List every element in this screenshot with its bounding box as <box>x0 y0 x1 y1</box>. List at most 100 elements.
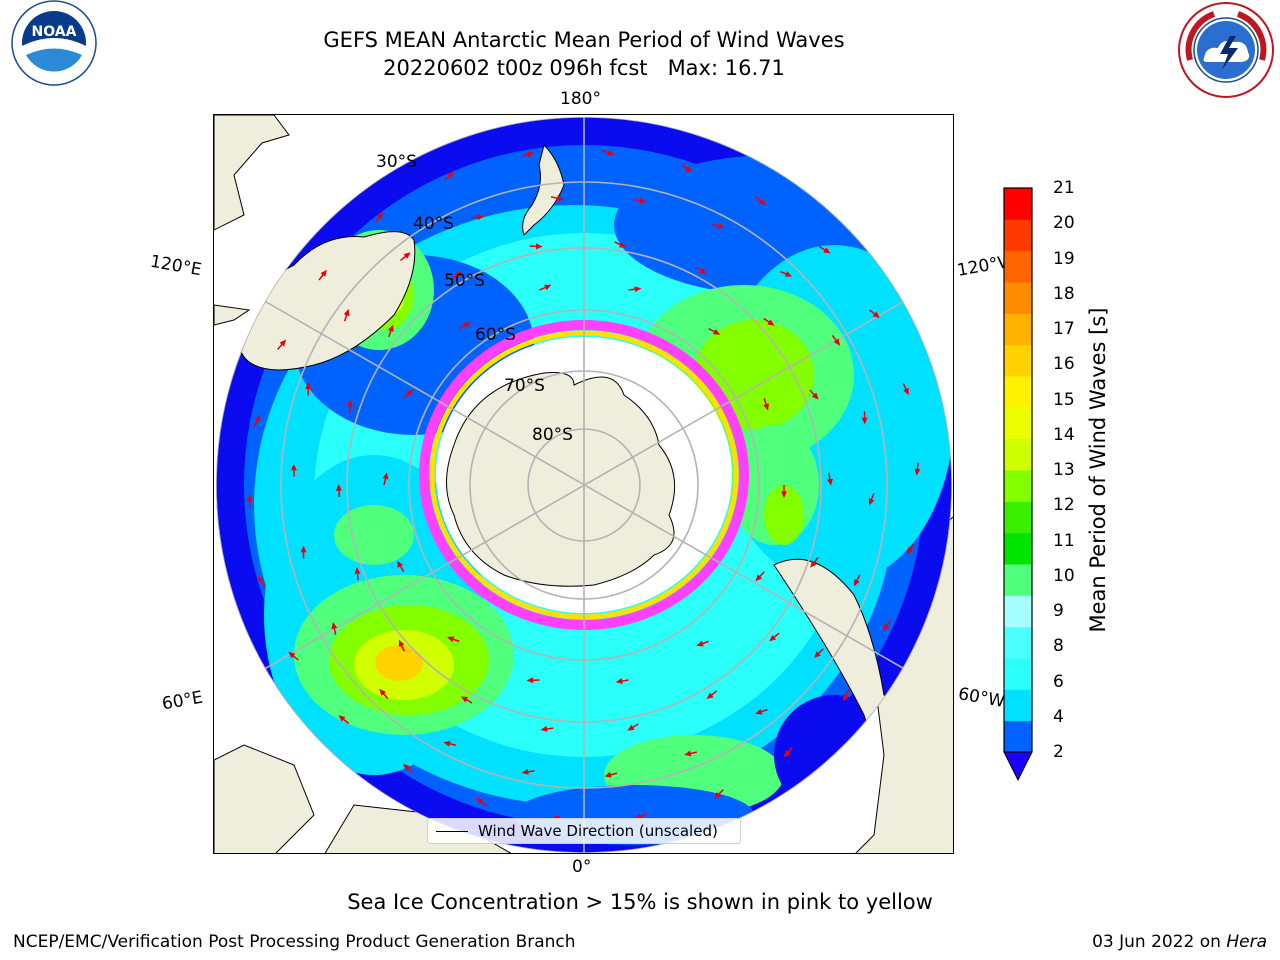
wave-arrow-head <box>755 574 763 582</box>
wave-arrow-head <box>343 308 350 317</box>
colorbar-cell <box>1004 720 1032 753</box>
wave-arrow-head <box>305 382 312 390</box>
wave-arrow-head <box>634 286 642 293</box>
wave-arrow-head <box>696 640 704 647</box>
wave-arrow-head <box>907 547 914 555</box>
wave-arrow-head <box>685 165 693 173</box>
wave-arrow-head <box>447 636 455 643</box>
wave-arrow-head <box>607 149 615 156</box>
polar-map <box>214 115 953 853</box>
wave-arrow-head <box>477 214 485 221</box>
wave-arrow-head <box>714 791 721 799</box>
colorbar-cell <box>1004 219 1032 252</box>
wave-arrow-head <box>475 797 484 805</box>
footer-machine: Hera <box>1226 932 1267 952</box>
colorbar-tick-label: 14 <box>1053 424 1075 445</box>
wave-arrow-head <box>627 724 635 731</box>
wave-arrow-head <box>331 621 338 630</box>
wave-arrow-head <box>279 339 287 347</box>
wave-arrow-head <box>463 322 471 329</box>
map-panel <box>213 114 954 854</box>
colorbar-tick-label: 10 <box>1053 565 1075 586</box>
wave-arrow-head <box>861 417 868 425</box>
wave-arrow-head <box>784 271 793 277</box>
wave-arrow-head <box>872 311 880 319</box>
colorbar-tick-label: 16 <box>1053 354 1075 375</box>
footer-date-text: 03 Jun 2022 on <box>1092 932 1227 952</box>
colorbar-tick-label: 9 <box>1053 601 1064 621</box>
wave-arrow-head <box>823 247 831 254</box>
wave-arrow-head <box>335 484 342 491</box>
wave-arrow-head <box>527 151 535 158</box>
wave-arrow-head <box>544 284 552 291</box>
colorbar-cell <box>1004 313 1032 346</box>
wave-arrow-head <box>706 692 714 700</box>
wave-arrow-head <box>354 567 361 574</box>
lon-label-left-lower: 60°E <box>160 687 205 715</box>
colorbar-tick-label: 11 <box>1053 530 1075 551</box>
lat-label-30s: 30°S <box>376 152 417 172</box>
colorbar <box>1003 187 1033 782</box>
wave-arrow-head <box>290 463 297 471</box>
wave-arrow-head <box>379 688 386 696</box>
wave-arrow-head <box>826 478 833 486</box>
wave-arrow-head <box>634 813 642 820</box>
colorbar-tick-label: 21 <box>1053 178 1075 198</box>
colorbar-cell <box>1004 344 1032 377</box>
wave-arrow-head <box>712 328 721 335</box>
colorbar-tick-label: 12 <box>1053 495 1075 516</box>
colorbar-cell <box>1004 438 1032 471</box>
wave-arrow-head <box>254 415 261 423</box>
wave-arrow-head <box>854 579 860 587</box>
wave-arrow-head <box>604 771 612 778</box>
wave-arrow-head <box>717 223 725 229</box>
lon-label-left-upper: 120°E <box>148 251 204 281</box>
colorbar-cell <box>1004 532 1032 565</box>
wave-arrow-head <box>346 399 353 407</box>
wind-wave-arrows <box>246 149 921 822</box>
wave-arrow-head <box>833 338 841 346</box>
wave-arrow-head <box>556 195 564 202</box>
wave-arrow-head <box>769 634 777 642</box>
colorbar-tick-label: 20 <box>1053 213 1075 234</box>
wave-arrow-head <box>443 740 451 747</box>
lat-label-70s: 70°S <box>504 376 545 396</box>
wave-arrow-head <box>338 715 346 722</box>
wave-arrow-head <box>454 271 462 278</box>
wave-arrow-head <box>403 252 411 259</box>
wave-arrow-head <box>398 639 405 647</box>
chart-subtitle: 20220602 t00z 096h fcst Max: 16.71 <box>383 56 785 80</box>
wave-arrow-head <box>842 694 849 702</box>
wave-arrow-head <box>521 768 529 775</box>
footer-date: 03 Jun 2022 on Hera <box>1092 932 1267 952</box>
wave-arrow-head <box>903 387 909 396</box>
colorbar-label: Mean Period of Wind Waves [s] <box>1086 307 1110 633</box>
footer-credit: NCEP/EMC/Verification Post Processing Pr… <box>13 932 576 952</box>
wave-arrow-head <box>883 624 890 632</box>
wave-arrow-head <box>526 677 534 684</box>
wave-arrow-head <box>814 651 821 658</box>
lat-label-40s: 40°S <box>413 214 454 234</box>
colorbar-tick-label: 6 <box>1053 671 1064 692</box>
wave-arrow-head <box>376 211 384 220</box>
lon-label-top: 180° <box>560 89 601 109</box>
wave-arrow-head <box>639 197 647 204</box>
wave-arrow-head <box>914 468 921 476</box>
wave-arrow-head <box>382 472 389 480</box>
chart-title: GEFS MEAN Antarctic Mean Period of Wind … <box>323 28 845 52</box>
wave-arrow-head <box>758 198 767 205</box>
wave-arrow-head <box>767 319 775 326</box>
wave-arrow-head <box>810 560 817 568</box>
wave-arrow-head <box>397 560 404 568</box>
wave-arrow-head <box>811 392 819 400</box>
noaa-logo: NOAA <box>2 0 106 90</box>
colorbar-tick-label: 18 <box>1053 283 1075 304</box>
wave-arrow-head <box>246 494 253 501</box>
wave-arrow-head <box>781 491 787 498</box>
wave-arrow-head <box>320 269 327 277</box>
legend-line-sample <box>436 831 468 832</box>
lat-label-50s: 50°S <box>444 271 485 291</box>
svg-text:NOAA: NOAA <box>32 24 77 40</box>
colorbar-cell <box>1004 564 1032 596</box>
wave-arrow-head <box>257 575 264 583</box>
